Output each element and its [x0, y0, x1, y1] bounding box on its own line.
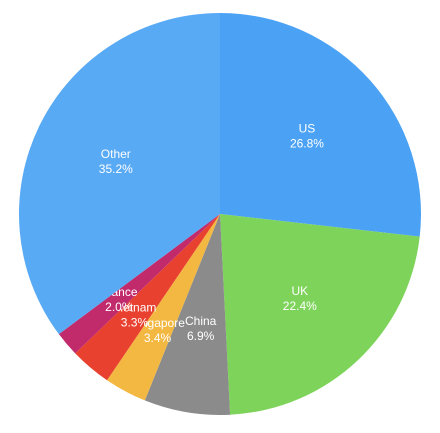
pie-slice [220, 13, 421, 237]
pie-slice [144, 214, 231, 416]
slice-label: US [299, 122, 316, 136]
slice-value: 22.4% [283, 299, 317, 313]
slice-value: 35.2% [99, 162, 133, 176]
pie-slice [19, 13, 220, 335]
pie-slice [220, 214, 420, 415]
pie-slice [107, 214, 220, 401]
slice-value: 3.3% [121, 316, 149, 330]
slice-label: China [185, 314, 217, 328]
slice-value: 26.8% [290, 137, 324, 151]
slice-value: 2.0% [105, 300, 133, 314]
slice-value: 6.9% [187, 329, 215, 343]
pie-slice [58, 214, 220, 354]
pie-slice [75, 214, 220, 381]
slice-value: 3.4% [144, 331, 172, 345]
slice-label: Other [101, 147, 131, 161]
slice-label: UK [291, 284, 308, 298]
